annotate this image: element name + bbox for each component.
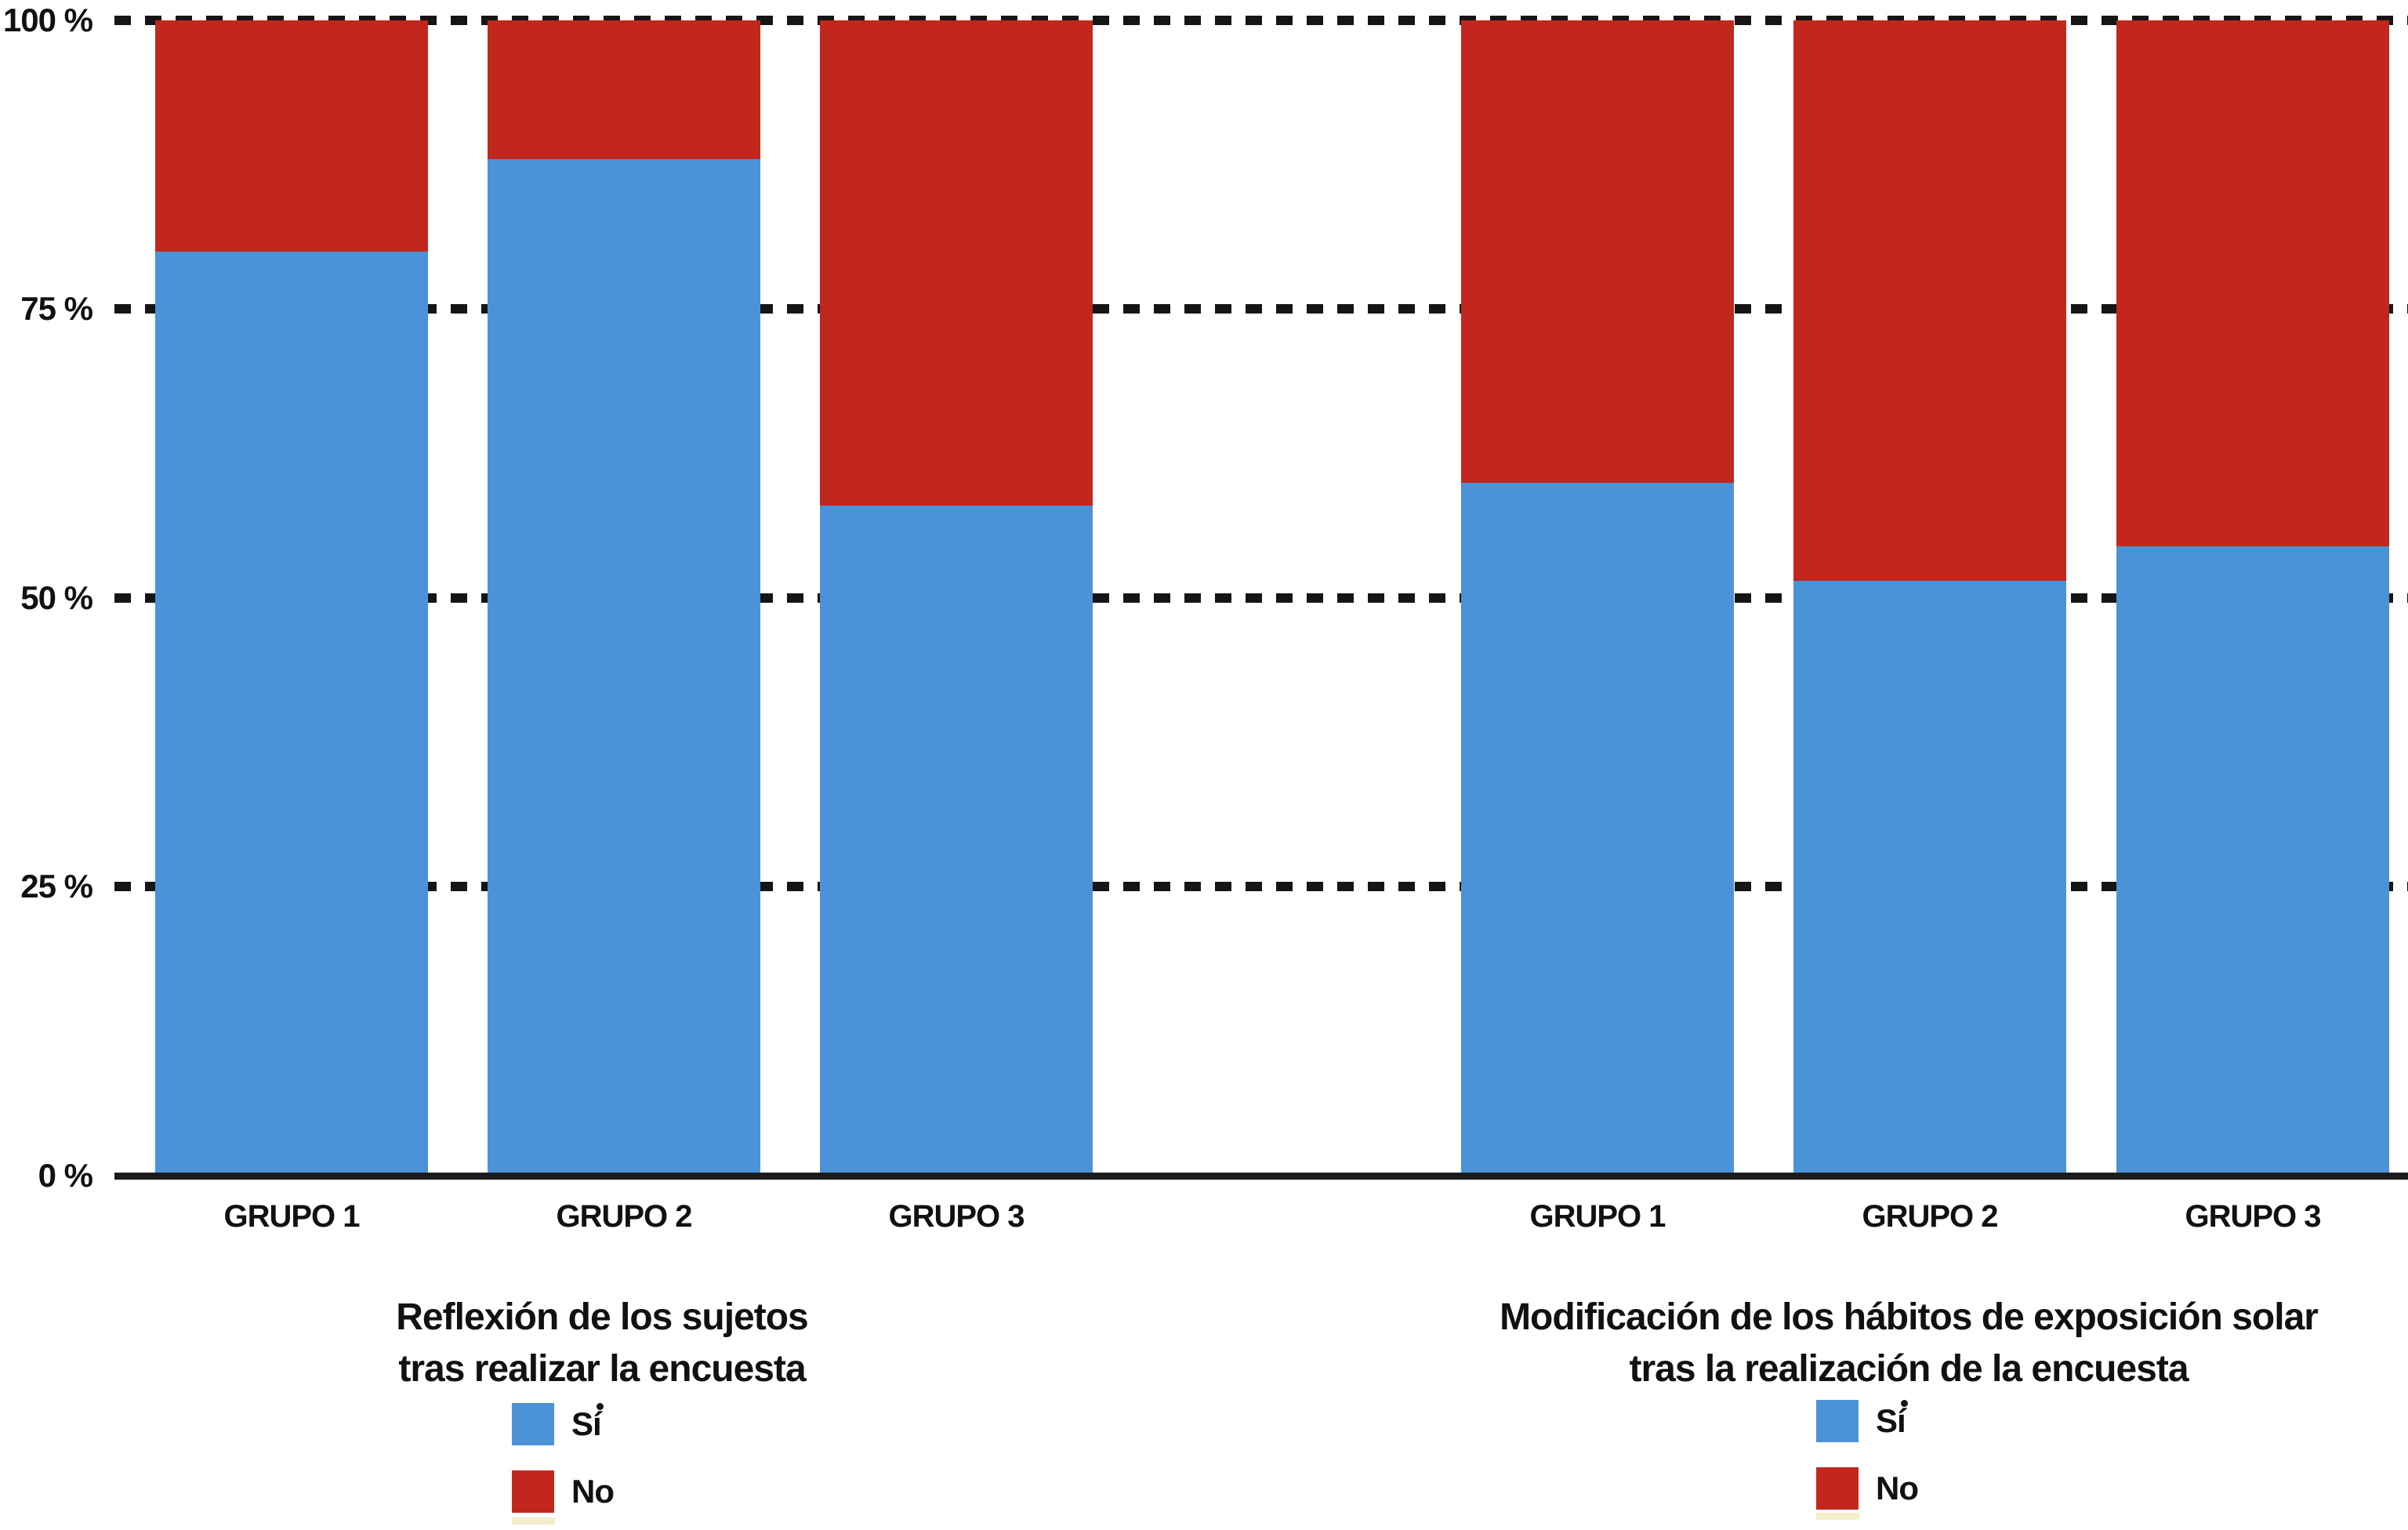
right-legend: Sí No bbox=[1816, 1400, 1919, 1510]
right-panel-title-line2: tras la realización de la encuesta bbox=[1629, 1348, 2189, 1390]
bar-segment-no bbox=[2116, 20, 2389, 546]
no-color-swatch bbox=[512, 1470, 554, 1513]
legend-label-no: No bbox=[571, 1473, 615, 1510]
xlabel-left-grupo1: GRUPO 1 bbox=[223, 1199, 360, 1234]
bar-segment-si bbox=[1461, 482, 1734, 1176]
bar-segment-no bbox=[155, 20, 428, 252]
y-tick-25: 25 % bbox=[20, 868, 93, 905]
bar-segment-si bbox=[820, 506, 1093, 1176]
legend-item-no: No bbox=[1816, 1467, 1919, 1510]
legend-item-si: Sí bbox=[1816, 1400, 1918, 1442]
left-panel-title-line2: tras realizar la encuesta bbox=[398, 1348, 806, 1390]
right-panel-title-line1: Modificación de los hábitos de exposició… bbox=[1500, 1296, 2319, 1338]
y-tick-50: 50 % bbox=[20, 579, 93, 616]
bar-panel1-grupo2 bbox=[488, 20, 760, 1176]
y-tick-75: 75 % bbox=[20, 290, 93, 327]
x-axis-line bbox=[114, 1173, 2408, 1180]
left-panel-title-line1: Reflexión de los sujetos bbox=[396, 1296, 808, 1338]
right-panel-title: Modificación de los hábitos de exposició… bbox=[1297, 1292, 2408, 1395]
y-tick-100: 100 % bbox=[2, 2, 93, 38]
legend-artifact-strip-left bbox=[512, 1517, 555, 1525]
xlabel-right-grupo1: GRUPO 1 bbox=[1529, 1199, 1666, 1234]
legend-item-no: No bbox=[512, 1470, 615, 1513]
y-tick-0: 0 % bbox=[38, 1157, 93, 1194]
bar-segment-si bbox=[2116, 546, 2389, 1176]
no-color-swatch bbox=[1816, 1467, 1859, 1510]
left-panel-title: Reflexión de los sujetos tras realizar l… bbox=[132, 1292, 1072, 1395]
legend-item-si: Sí bbox=[512, 1403, 614, 1445]
bar-panel2-grupo2 bbox=[1793, 20, 2066, 1176]
xlabel-left-grupo2: GRUPO 2 bbox=[556, 1199, 692, 1234]
legend-label-si: Sí bbox=[571, 1405, 602, 1442]
si-footnote-dot bbox=[1901, 1400, 1908, 1407]
xlabel-right-grupo2: GRUPO 2 bbox=[1862, 1199, 1998, 1234]
bar-segment-no bbox=[1461, 20, 1734, 483]
bar-panel1-grupo1 bbox=[155, 20, 428, 1176]
bar-segment-si bbox=[155, 251, 428, 1176]
bar-segment-si bbox=[488, 158, 760, 1176]
si-color-swatch bbox=[1816, 1400, 1859, 1442]
si-color-swatch bbox=[512, 1403, 554, 1445]
bar-panel1-grupo3 bbox=[820, 20, 1093, 1176]
bar-segment-no bbox=[488, 20, 760, 159]
bar-segment-no bbox=[1793, 20, 2066, 581]
left-legend: Sí No bbox=[512, 1403, 615, 1513]
si-footnote-dot bbox=[597, 1403, 604, 1410]
legend-label-no: No bbox=[1876, 1470, 1919, 1506]
bar-panel2-grupo1 bbox=[1461, 20, 1734, 1176]
legend-label-si: Sí bbox=[1876, 1402, 1906, 1439]
xlabel-right-grupo3: GRUPO 3 bbox=[2185, 1199, 2321, 1234]
bar-segment-si bbox=[1793, 580, 2066, 1176]
bar-panel2-grupo3 bbox=[2116, 20, 2389, 1176]
bar-segment-no bbox=[820, 20, 1093, 506]
xlabel-left-grupo3: GRUPO 3 bbox=[888, 1199, 1024, 1234]
legend-artifact-strip-right bbox=[1816, 1513, 1859, 1520]
